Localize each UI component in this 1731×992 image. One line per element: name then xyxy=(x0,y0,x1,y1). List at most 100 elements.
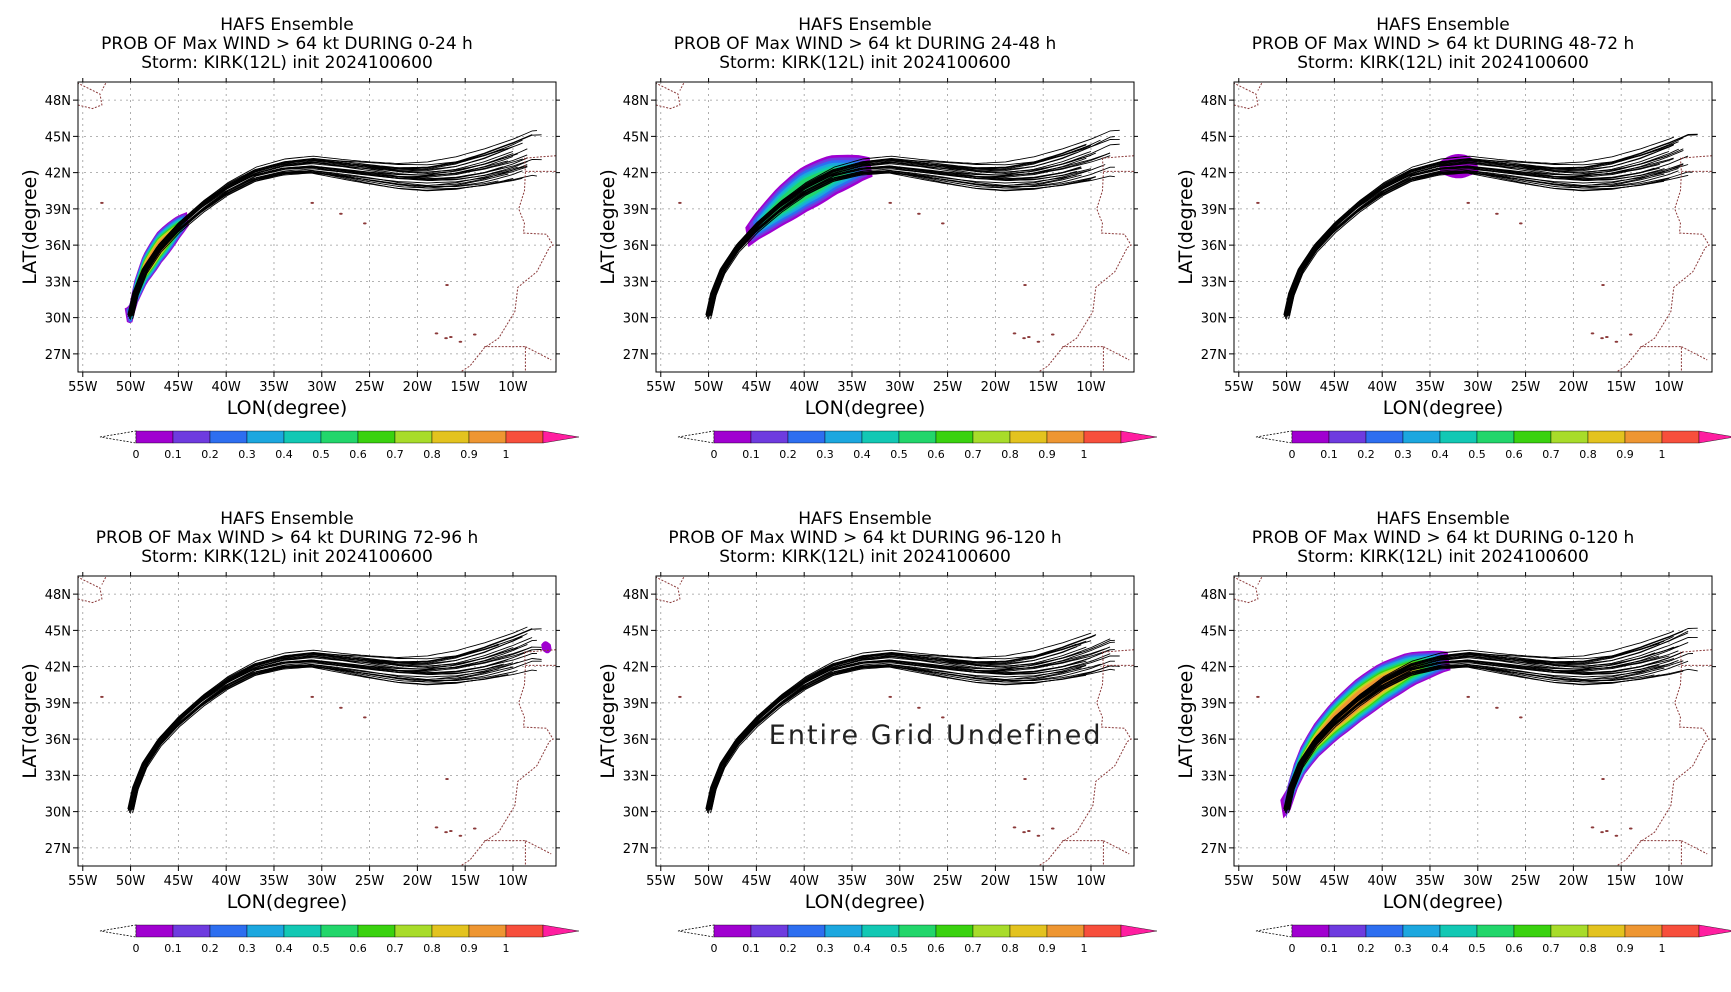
colorbar: 0 0.1 0.2 0.3 0.4 0.5 0.6 0.7 0.8 0.9 1 xyxy=(1255,924,1731,955)
panel-subtitle: PROB OF Max WIND > 64 kt DURING 24-48 h xyxy=(674,34,1056,54)
plot-area xyxy=(656,576,1134,866)
island xyxy=(339,212,343,215)
colorbar-label: 1 xyxy=(1081,448,1088,461)
track-member xyxy=(132,130,538,312)
x-tick-label: 40W xyxy=(1367,380,1397,395)
island xyxy=(888,201,893,204)
colorbar-label: 0.1 xyxy=(742,448,760,461)
y-tick-label: 45N xyxy=(45,624,71,639)
island xyxy=(1614,834,1619,837)
island xyxy=(1256,201,1260,204)
x-tick-label: 50W xyxy=(116,380,146,395)
colorbar-swatch xyxy=(972,924,1011,938)
y-axis-label: LAT(degree) xyxy=(597,663,619,779)
island xyxy=(445,284,449,286)
track-member xyxy=(1286,148,1684,315)
x-tick-label: 40W xyxy=(789,380,819,395)
colorbar-swatch xyxy=(1291,924,1330,938)
x-tick-label: 55W xyxy=(646,874,676,889)
colorbar-label: 0.3 xyxy=(238,448,256,461)
coast-newfoundland-east xyxy=(679,576,685,585)
colorbar-swatch xyxy=(972,430,1011,444)
coast-newfoundland xyxy=(656,576,681,604)
track-member xyxy=(1288,133,1698,315)
track-member xyxy=(709,171,1092,317)
colorbar-label: 0.4 xyxy=(853,448,871,461)
y-tick-label: 30N xyxy=(1201,806,1227,821)
x-tick-label: 50W xyxy=(116,874,146,889)
panel-storm-line: Storm: KIRK(12L) init 2024100600 xyxy=(1297,547,1589,567)
colorbar-label: 0.5 xyxy=(1468,942,1486,955)
x-tick-label: 15W xyxy=(1028,380,1058,395)
track-member xyxy=(129,139,523,314)
island xyxy=(449,335,453,338)
track-member xyxy=(1285,163,1684,313)
colorbar: 0 0.1 0.2 0.3 0.4 0.5 0.6 0.7 0.8 0.9 1 xyxy=(677,924,1158,955)
x-tick-label: 30W xyxy=(1463,380,1493,395)
colorbar-swatch xyxy=(283,924,322,938)
island xyxy=(1256,695,1260,698)
coastline xyxy=(656,82,1134,372)
colorbar-label: 0.1 xyxy=(1320,942,1338,955)
panel-storm-line: Storm: KIRK(12L) init 2024100600 xyxy=(1297,53,1589,73)
x-axis-label: LON(degree) xyxy=(227,397,348,419)
colorbar-swatch xyxy=(1661,924,1700,938)
island xyxy=(941,716,945,719)
plot-area xyxy=(78,576,556,866)
y-tick-label: 27N xyxy=(1201,842,1227,857)
island xyxy=(1519,716,1523,719)
colorbar-swatch xyxy=(1328,430,1367,444)
coast-newfoundland-east xyxy=(101,82,107,91)
border-algeria xyxy=(525,346,552,361)
colorbar-swatch xyxy=(320,430,359,444)
track-member xyxy=(128,661,518,813)
island xyxy=(1495,212,1499,215)
track-member xyxy=(706,144,1087,317)
colorbar-swatch xyxy=(1402,924,1441,938)
island xyxy=(1605,335,1609,338)
colorbar-label: 1 xyxy=(503,448,510,461)
y-tick-label: 36N xyxy=(623,239,649,254)
island xyxy=(1036,834,1041,837)
track-member xyxy=(129,170,523,320)
colorbar-swatch xyxy=(394,924,433,938)
colorbar-swatch xyxy=(1439,430,1478,444)
y-tick-label: 27N xyxy=(45,842,71,857)
x-tick-label: 25W xyxy=(355,380,385,395)
y-tick-label: 33N xyxy=(1201,275,1227,290)
colorbar-swatch xyxy=(505,924,544,938)
x-tick-label: 10W xyxy=(498,380,528,395)
panel-title: HAFS Ensemble xyxy=(1376,509,1509,529)
x-tick-label: 20W xyxy=(981,874,1011,889)
coastline xyxy=(78,576,556,866)
colorbar-label: 0 xyxy=(133,942,140,955)
island xyxy=(1590,332,1595,335)
track-member xyxy=(706,634,1096,811)
colorbar-label: 0.2 xyxy=(201,942,219,955)
y-axis-label: LAT(degree) xyxy=(1175,663,1197,779)
colorbar-label: 0.5 xyxy=(890,942,908,955)
colorbar-label: 0.4 xyxy=(275,448,293,461)
colorbar-label: 0.1 xyxy=(164,448,182,461)
island xyxy=(1466,201,1471,204)
colorbar-swatch xyxy=(787,924,826,938)
coast-newfoundland xyxy=(1234,576,1259,604)
colorbar-label: 0.6 xyxy=(927,448,945,461)
x-tick-label: 20W xyxy=(1559,874,1589,889)
island xyxy=(1036,340,1041,343)
colorbar-label: 0.4 xyxy=(1431,942,1449,955)
coast-iberia-africa xyxy=(1616,155,1712,372)
colorbar-swatch xyxy=(1661,430,1700,444)
x-axis-label: LON(degree) xyxy=(805,891,926,913)
colorbar-swatch xyxy=(357,430,396,444)
colorbar-label: 0.6 xyxy=(349,448,367,461)
colorbar-label: 0.2 xyxy=(779,448,797,461)
island xyxy=(1628,333,1633,336)
track-member xyxy=(1285,660,1684,812)
colorbar-label: 0.6 xyxy=(349,942,367,955)
x-tick-label: 25W xyxy=(933,874,963,889)
colorbar-swatch xyxy=(1083,924,1122,938)
